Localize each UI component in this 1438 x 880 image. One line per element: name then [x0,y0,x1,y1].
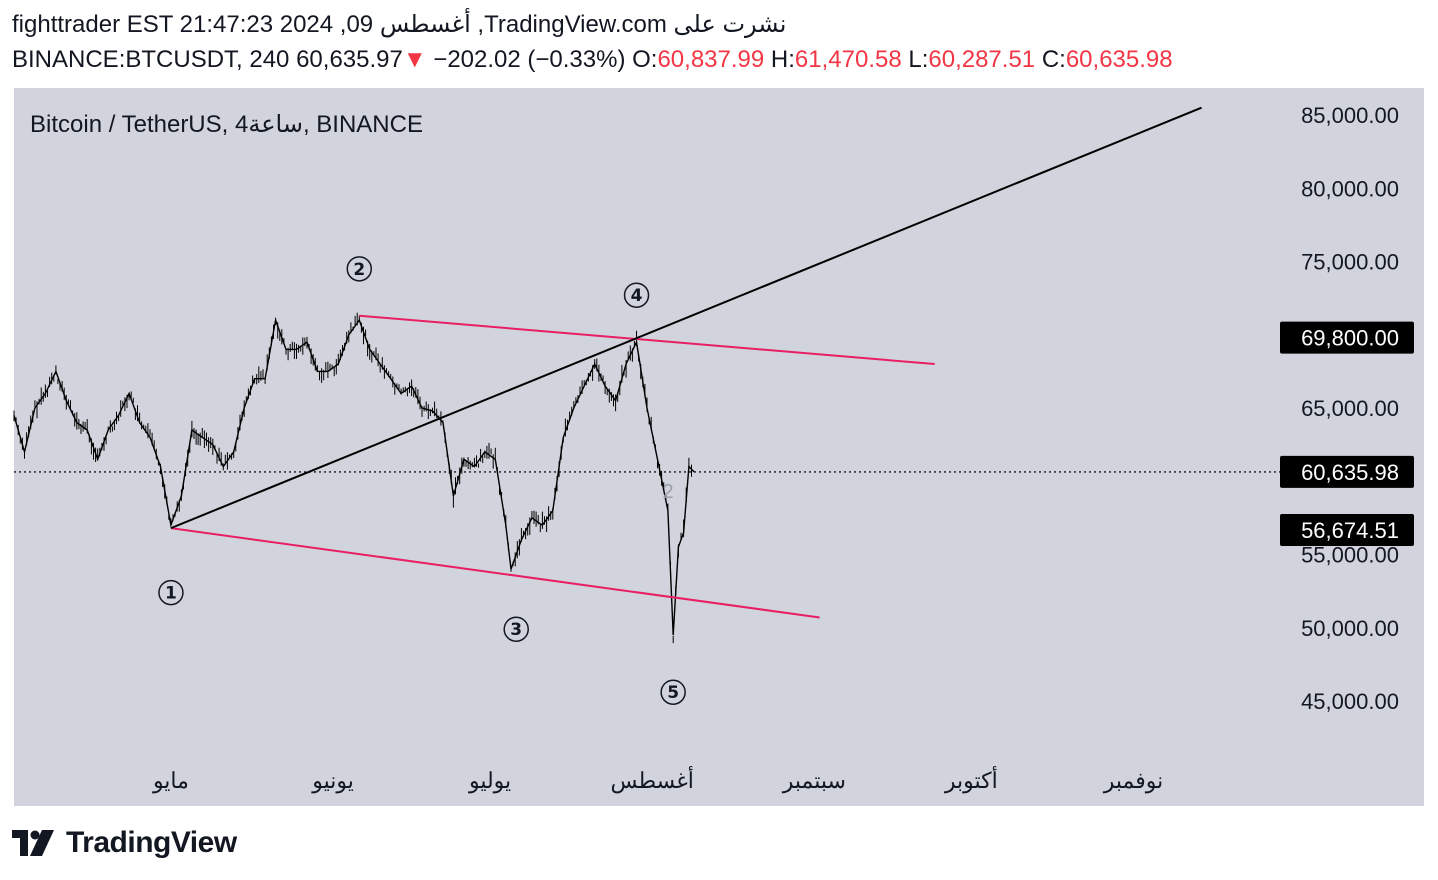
wave-number: 1 [165,584,177,604]
last-price: 60,635.97 [296,46,403,73]
wave-number: 3 [510,620,522,640]
tradingview-logo: TradingView [12,826,237,860]
chart-pane[interactable] [14,88,1424,806]
chart-legend-title: Bitcoin / TetherUS, 4ساعة, BINANCE [30,111,423,138]
wave-label: 3 [503,616,529,642]
price-tag-box [1280,513,1414,546]
wave-label: 1 [158,579,184,606]
open-value: 60,837.99 [657,46,765,73]
high-label: H: [770,46,795,73]
price-change: −202.02 (−0.33%) [433,46,626,73]
channel-lower-line [170,527,820,619]
close-value: 60,635.98 [1065,46,1173,73]
y-tick-label: 85,000.00 [1301,103,1399,128]
low-label: L: [908,46,929,73]
y-tick-label: 55,000.00 [1301,543,1399,568]
symbol-label: BINANCE:BTCUSDT, 240 [12,46,290,73]
price-tag-label: 69,800.00 [1301,326,1399,351]
x-tick-label: أكتوبر [944,765,998,794]
x-tick-label: أغسطس [611,765,694,794]
tradingview-wordmark: TradingView [66,826,237,859]
close-label: C: [1041,46,1066,73]
low-value: 60,287.51 [928,46,1036,73]
open-label: O: [632,46,658,73]
down-arrow-icon: ▼ [402,46,427,73]
x-tick-label: نوفمبر [1103,768,1164,794]
wave-circle [623,282,650,308]
trend-line [170,106,1202,530]
wave-label: 4 [623,282,650,308]
price-tag-label: 56,674.51 [1301,518,1399,543]
wave-circle [346,256,373,282]
price-tag-box [1280,455,1414,488]
high-value: 61,470.58 [794,46,902,73]
price-tag-label: 60,635.98 [1301,460,1399,485]
x-tick-label: مايو [152,768,189,794]
wave-circle [503,616,529,642]
wave-label: 5 [660,679,686,705]
price-series [13,312,695,644]
x-tick-label: يونيو [311,768,354,794]
y-tick-label: 65,000.00 [1301,396,1399,421]
wave-label: 2 [346,256,373,282]
x-tick-label: يوليو [468,768,511,794]
symbol-ohlc-line: BINANCE:BTCUSDT, 240 60,635.97▼ −202.02 … [12,46,1173,74]
price-line [13,317,695,636]
publish-line: fighttrader EST 21:47:23 2024 ,09 أغسطس … [12,11,787,38]
price-tag-box [1280,321,1414,354]
channel-upper-line [359,314,935,366]
x-tick-label: سبتمبر [782,768,846,794]
wave-number: 4 [631,286,643,306]
tradingview-logo-icon [12,830,54,856]
wave-number: 5 [667,683,679,703]
y-tick-label: 45,000.00 [1301,689,1399,714]
y-tick-label: 75,000.00 [1301,250,1399,275]
y-tick-label: 50,000.00 [1301,616,1399,641]
faint-mark-label: 2 [662,481,673,503]
wave-circle [660,679,686,705]
wave-circle [158,579,184,606]
wave-number: 2 [353,260,365,280]
y-tick-label: 80,000.00 [1301,176,1399,201]
